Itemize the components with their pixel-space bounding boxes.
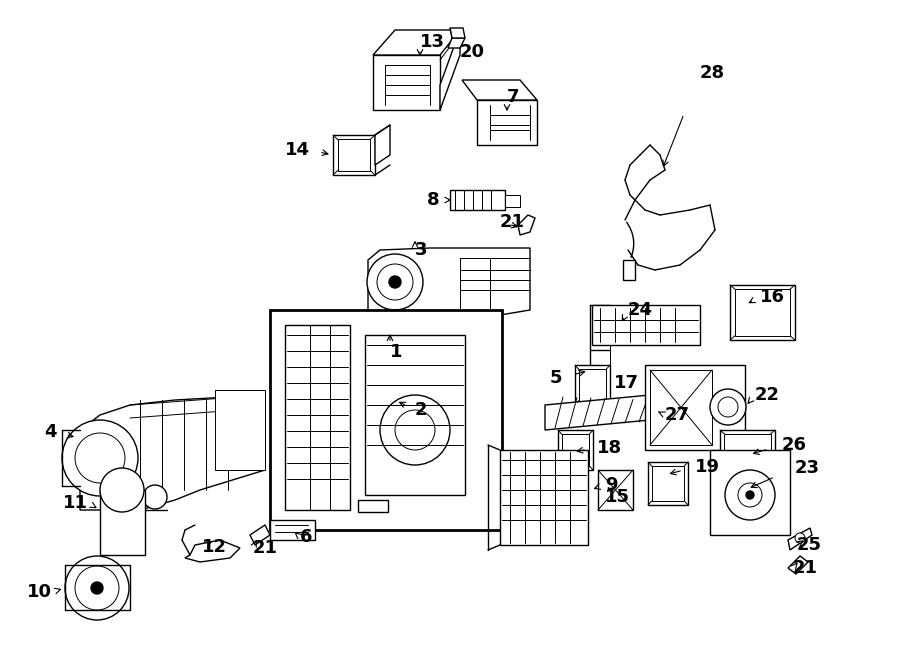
Polygon shape — [579, 369, 606, 401]
Circle shape — [75, 433, 125, 483]
Polygon shape — [338, 139, 370, 171]
Bar — [500, 450, 588, 545]
Text: 24: 24 — [628, 301, 653, 319]
Circle shape — [380, 395, 450, 465]
Polygon shape — [652, 466, 684, 501]
Circle shape — [725, 470, 775, 520]
Text: 15: 15 — [605, 488, 630, 506]
Polygon shape — [735, 289, 790, 336]
Text: 22: 22 — [755, 386, 780, 404]
Polygon shape — [477, 100, 537, 145]
Circle shape — [738, 483, 762, 507]
Text: 7: 7 — [507, 88, 519, 106]
Polygon shape — [562, 434, 589, 466]
Circle shape — [91, 582, 103, 594]
Polygon shape — [440, 30, 460, 110]
Circle shape — [795, 533, 805, 543]
Text: 26: 26 — [782, 436, 807, 454]
Bar — [285, 325, 350, 510]
Polygon shape — [373, 30, 460, 55]
Text: 19: 19 — [695, 458, 720, 476]
Bar — [623, 260, 635, 280]
Text: 11: 11 — [63, 494, 88, 512]
Bar — [592, 305, 700, 345]
Circle shape — [718, 397, 738, 417]
Polygon shape — [80, 395, 265, 510]
Polygon shape — [545, 395, 650, 430]
Text: 21: 21 — [253, 539, 278, 557]
Text: 3: 3 — [415, 241, 428, 259]
Polygon shape — [448, 38, 465, 48]
Circle shape — [100, 468, 144, 512]
Bar — [450, 190, 505, 210]
Bar — [365, 335, 465, 495]
Polygon shape — [368, 248, 530, 318]
Text: 18: 18 — [597, 439, 622, 457]
Circle shape — [710, 389, 746, 425]
Text: 8: 8 — [428, 191, 440, 209]
Text: 28: 28 — [700, 64, 725, 82]
Text: 13: 13 — [420, 33, 445, 51]
Circle shape — [65, 556, 129, 620]
Circle shape — [62, 420, 138, 496]
Bar — [270, 310, 502, 530]
Polygon shape — [788, 528, 812, 550]
Circle shape — [75, 566, 119, 610]
Circle shape — [395, 410, 435, 450]
Text: 17: 17 — [614, 374, 639, 392]
Text: 16: 16 — [760, 288, 785, 306]
Polygon shape — [462, 80, 537, 100]
Text: 25: 25 — [797, 536, 822, 554]
Bar — [215, 390, 265, 470]
Text: 5: 5 — [550, 369, 562, 387]
Text: 27: 27 — [665, 406, 690, 424]
Polygon shape — [375, 125, 390, 165]
Text: 20: 20 — [460, 43, 485, 61]
Bar — [710, 450, 790, 535]
Polygon shape — [450, 28, 465, 38]
Polygon shape — [598, 470, 633, 510]
Polygon shape — [185, 540, 240, 562]
Polygon shape — [720, 430, 775, 480]
Bar — [645, 365, 745, 450]
Bar — [270, 520, 315, 540]
Polygon shape — [788, 556, 808, 574]
Text: 21: 21 — [793, 559, 818, 577]
Text: 1: 1 — [390, 343, 402, 361]
Text: 6: 6 — [300, 528, 312, 546]
Polygon shape — [250, 525, 270, 545]
Text: 4: 4 — [44, 423, 57, 441]
Circle shape — [367, 254, 423, 310]
Circle shape — [746, 491, 754, 499]
Text: 2: 2 — [415, 401, 428, 419]
Text: 21: 21 — [500, 213, 525, 231]
Circle shape — [377, 264, 413, 300]
Text: 12: 12 — [202, 538, 227, 556]
Bar — [650, 370, 712, 445]
Bar — [505, 195, 520, 207]
Bar — [358, 500, 388, 512]
Polygon shape — [518, 215, 535, 235]
Text: 14: 14 — [285, 141, 310, 159]
Bar — [100, 490, 145, 555]
Polygon shape — [333, 135, 375, 175]
Polygon shape — [558, 430, 593, 470]
Text: 10: 10 — [27, 583, 52, 601]
Circle shape — [143, 485, 167, 509]
Polygon shape — [648, 462, 688, 505]
Polygon shape — [575, 365, 610, 405]
Circle shape — [389, 276, 401, 288]
Polygon shape — [730, 285, 795, 340]
Polygon shape — [724, 434, 771, 476]
Polygon shape — [373, 55, 440, 110]
Text: 23: 23 — [795, 459, 820, 477]
Text: 9: 9 — [605, 476, 617, 494]
